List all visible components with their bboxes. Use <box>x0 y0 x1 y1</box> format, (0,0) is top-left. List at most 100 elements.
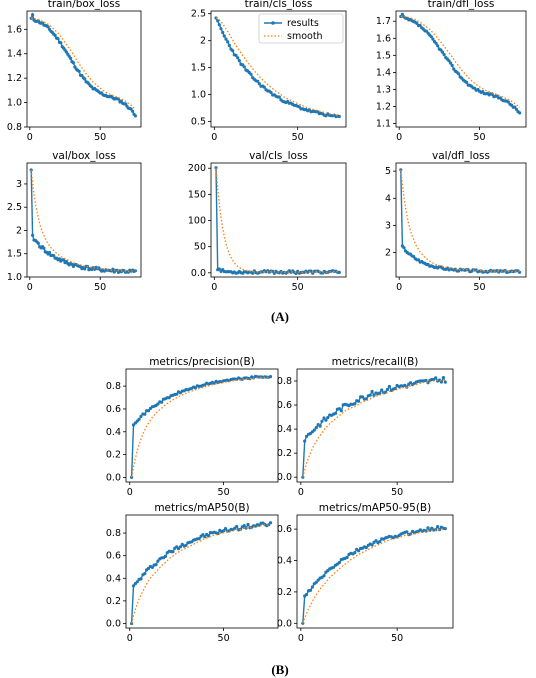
results-point <box>156 559 160 563</box>
results-point <box>257 82 261 86</box>
chart-train-cls-loss: train/cls_loss 0.5 1.0 1.5 2 2.5 0 50 results smo… <box>191 0 347 143</box>
results-point <box>256 79 260 83</box>
smooth-line <box>130 376 271 478</box>
results-point <box>370 389 374 394</box>
results-point <box>52 254 56 258</box>
results-point <box>314 580 318 584</box>
results-point <box>436 44 440 48</box>
y-tick-label: 1.5 <box>376 50 391 61</box>
results-point <box>378 540 382 544</box>
results-point <box>143 412 147 416</box>
y-tick-label: 0.6 <box>106 551 121 562</box>
results-point <box>337 114 341 119</box>
results-point <box>426 526 430 530</box>
legend-results-label: results <box>287 18 319 29</box>
results-point <box>219 27 223 31</box>
chart-frame <box>296 368 454 483</box>
results-point <box>150 565 154 570</box>
results-point <box>143 572 147 576</box>
results-point <box>83 267 87 271</box>
results-point <box>378 391 382 395</box>
chart-frame <box>26 162 142 278</box>
results-point <box>146 409 151 413</box>
results-point <box>217 23 221 27</box>
results-point <box>514 107 519 111</box>
results-point <box>337 270 341 274</box>
chart-metrics-recall-b-: metrics/recall(B) 0.0 0.2 0.4 0.6 0.8 0 50 <box>277 356 454 498</box>
smooth-line <box>215 17 340 117</box>
y-tick-label: 1.0 <box>191 90 206 101</box>
results-point <box>135 580 139 584</box>
chart-val-cls-loss: val/cls_loss 0.0 50 100 150 200 0 50 <box>188 150 347 293</box>
results-point <box>56 37 60 41</box>
y-tick-label: 0.4 <box>277 424 292 435</box>
chart-frame <box>395 10 527 128</box>
y-tick-label: 1.4 <box>376 67 391 78</box>
results-point <box>337 561 341 565</box>
results-point <box>221 30 225 35</box>
chart-train-box-loss: train/box_loss 0.8 1.0 1.2 1.4 1.6 0 50 <box>7 0 142 143</box>
results-point <box>316 578 320 582</box>
results-point <box>59 41 63 45</box>
chart-frame <box>210 10 347 128</box>
legend-smooth-label: smooth <box>287 31 323 42</box>
y-tick-label: 0.6 <box>277 524 292 535</box>
chart-title: val/box_loss <box>52 150 116 162</box>
results-point <box>372 393 376 397</box>
smooth-line <box>130 523 271 624</box>
x-tick-label: 50 <box>473 282 485 293</box>
y-tick-label: 0.0 <box>106 472 121 483</box>
y-tick-label: 0.4 <box>106 573 121 584</box>
y-tick-label: 3 <box>16 179 22 190</box>
results-point <box>156 402 160 406</box>
results-point <box>387 384 391 389</box>
y-tick-label: 0.5 <box>191 117 206 128</box>
y-tick-label: 5 <box>385 166 391 177</box>
panel-label-a: (A) <box>271 309 289 324</box>
y-tick-label: 0.0 <box>277 618 292 629</box>
legend-box <box>258 13 344 44</box>
results-point <box>447 59 451 63</box>
results-point <box>506 100 510 104</box>
y-tick-label: 1.2 <box>376 102 391 113</box>
results-line <box>400 169 521 274</box>
results-point <box>175 392 179 396</box>
chart-title: val/cls_loss <box>249 150 308 162</box>
results-point <box>380 388 384 392</box>
results-point <box>400 12 404 16</box>
results-point <box>308 588 313 592</box>
results-point <box>357 399 361 403</box>
chart-frame <box>395 162 527 278</box>
results-point <box>409 381 413 385</box>
y-tick-label: 0.6 <box>106 404 121 415</box>
legend-results-marker <box>271 21 275 25</box>
results-point <box>184 543 188 547</box>
chart-frame <box>125 368 279 483</box>
chart-title: metrics/recall(B) <box>332 356 419 368</box>
results-point <box>139 577 143 581</box>
results-point <box>357 549 361 553</box>
chart-train-dfl-loss: train/dfl_loss 1.1 1.2 1.3 1.4 1.5 1.6 1.7 0 50 <box>376 0 527 143</box>
results-point <box>457 72 461 76</box>
y-tick-label: 0.8 <box>277 376 292 387</box>
smooth-line <box>302 528 446 624</box>
chart-frame <box>296 514 454 629</box>
results-point <box>201 533 205 537</box>
results-point <box>303 439 307 443</box>
results-point <box>415 21 419 25</box>
results-line <box>302 375 446 478</box>
x-tick-label: 0 <box>27 282 33 293</box>
y-tick-label: 0.2 <box>277 587 292 598</box>
y-tick-label: 0.4 <box>106 427 121 438</box>
results-point <box>123 102 128 106</box>
results-point <box>223 527 228 531</box>
y-tick-label: 0.2 <box>106 450 121 461</box>
results-point <box>154 563 158 567</box>
y-tick-label: 1.5 <box>191 63 206 74</box>
results-point <box>429 35 433 39</box>
chart-val-box-loss: val/box_loss 1.0 1.5 2 2.5 3 0 50 <box>7 150 142 293</box>
results-point <box>277 95 281 99</box>
results-point <box>305 434 309 438</box>
y-tick-label: 2 <box>16 225 22 236</box>
results-point <box>222 34 226 38</box>
